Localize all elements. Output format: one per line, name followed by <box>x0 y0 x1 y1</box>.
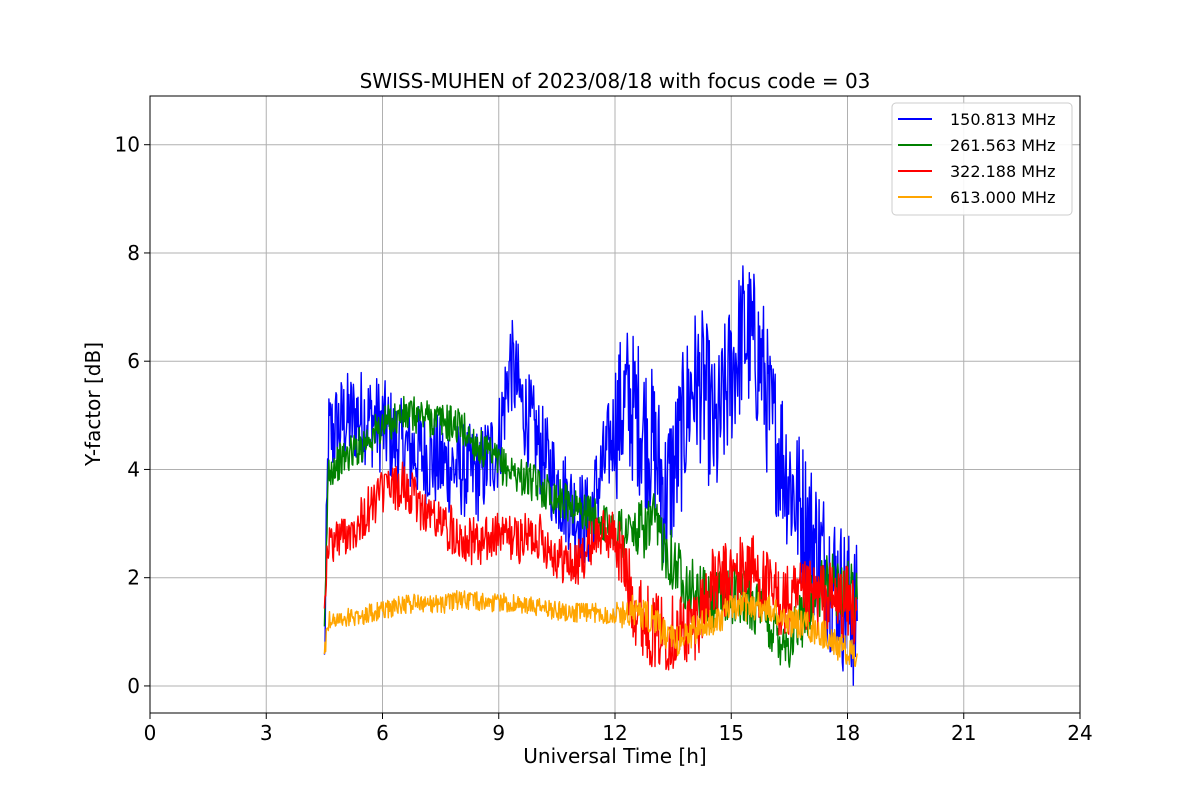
x-tick-label: 6 <box>376 721 389 745</box>
series-line <box>323 395 858 668</box>
x-axis: 0 3 6 9 12 15 18 21 24 <box>144 713 1093 745</box>
y-tick-label: 4 <box>127 457 140 481</box>
legend-label: 613.000 MHz <box>950 188 1055 207</box>
x-tick-label: 9 <box>492 721 505 745</box>
y-tick-label: 10 <box>115 133 140 157</box>
y-axis: 0 2 4 6 8 10 <box>115 133 150 698</box>
y-tick-label: 0 <box>127 674 140 698</box>
x-tick-label: 15 <box>719 721 744 745</box>
legend-label: 322.188 MHz <box>950 162 1055 181</box>
legend-label: 261.563 MHz <box>950 136 1055 155</box>
x-tick-label: 12 <box>602 721 627 745</box>
series-group <box>323 265 858 686</box>
y-tick-label: 8 <box>127 241 140 265</box>
legend-label: 150.813 MHz <box>950 110 1055 129</box>
x-tick-label: 18 <box>835 721 860 745</box>
x-axis-label: Universal Time [h] <box>523 744 706 768</box>
x-tick-label: 21 <box>951 721 976 745</box>
x-tick-label: 0 <box>144 721 157 745</box>
series-line <box>323 590 858 667</box>
y-axis-label: Y-factor [dB] <box>81 342 105 467</box>
y-tick-label: 2 <box>127 566 140 590</box>
legend: 150.813 MHz 261.563 MHz 322.188 MHz 613.000… <box>891 102 1073 216</box>
series-line <box>323 461 858 671</box>
x-tick-label: 24 <box>1067 721 1092 745</box>
x-tick-label: 3 <box>260 721 273 745</box>
legend-box <box>891 102 1073 216</box>
y-tick-label: 6 <box>127 349 140 373</box>
chart-title: SWISS-MUHEN of 2023/08/18 with focus cod… <box>360 69 871 93</box>
plot-area <box>323 265 858 686</box>
